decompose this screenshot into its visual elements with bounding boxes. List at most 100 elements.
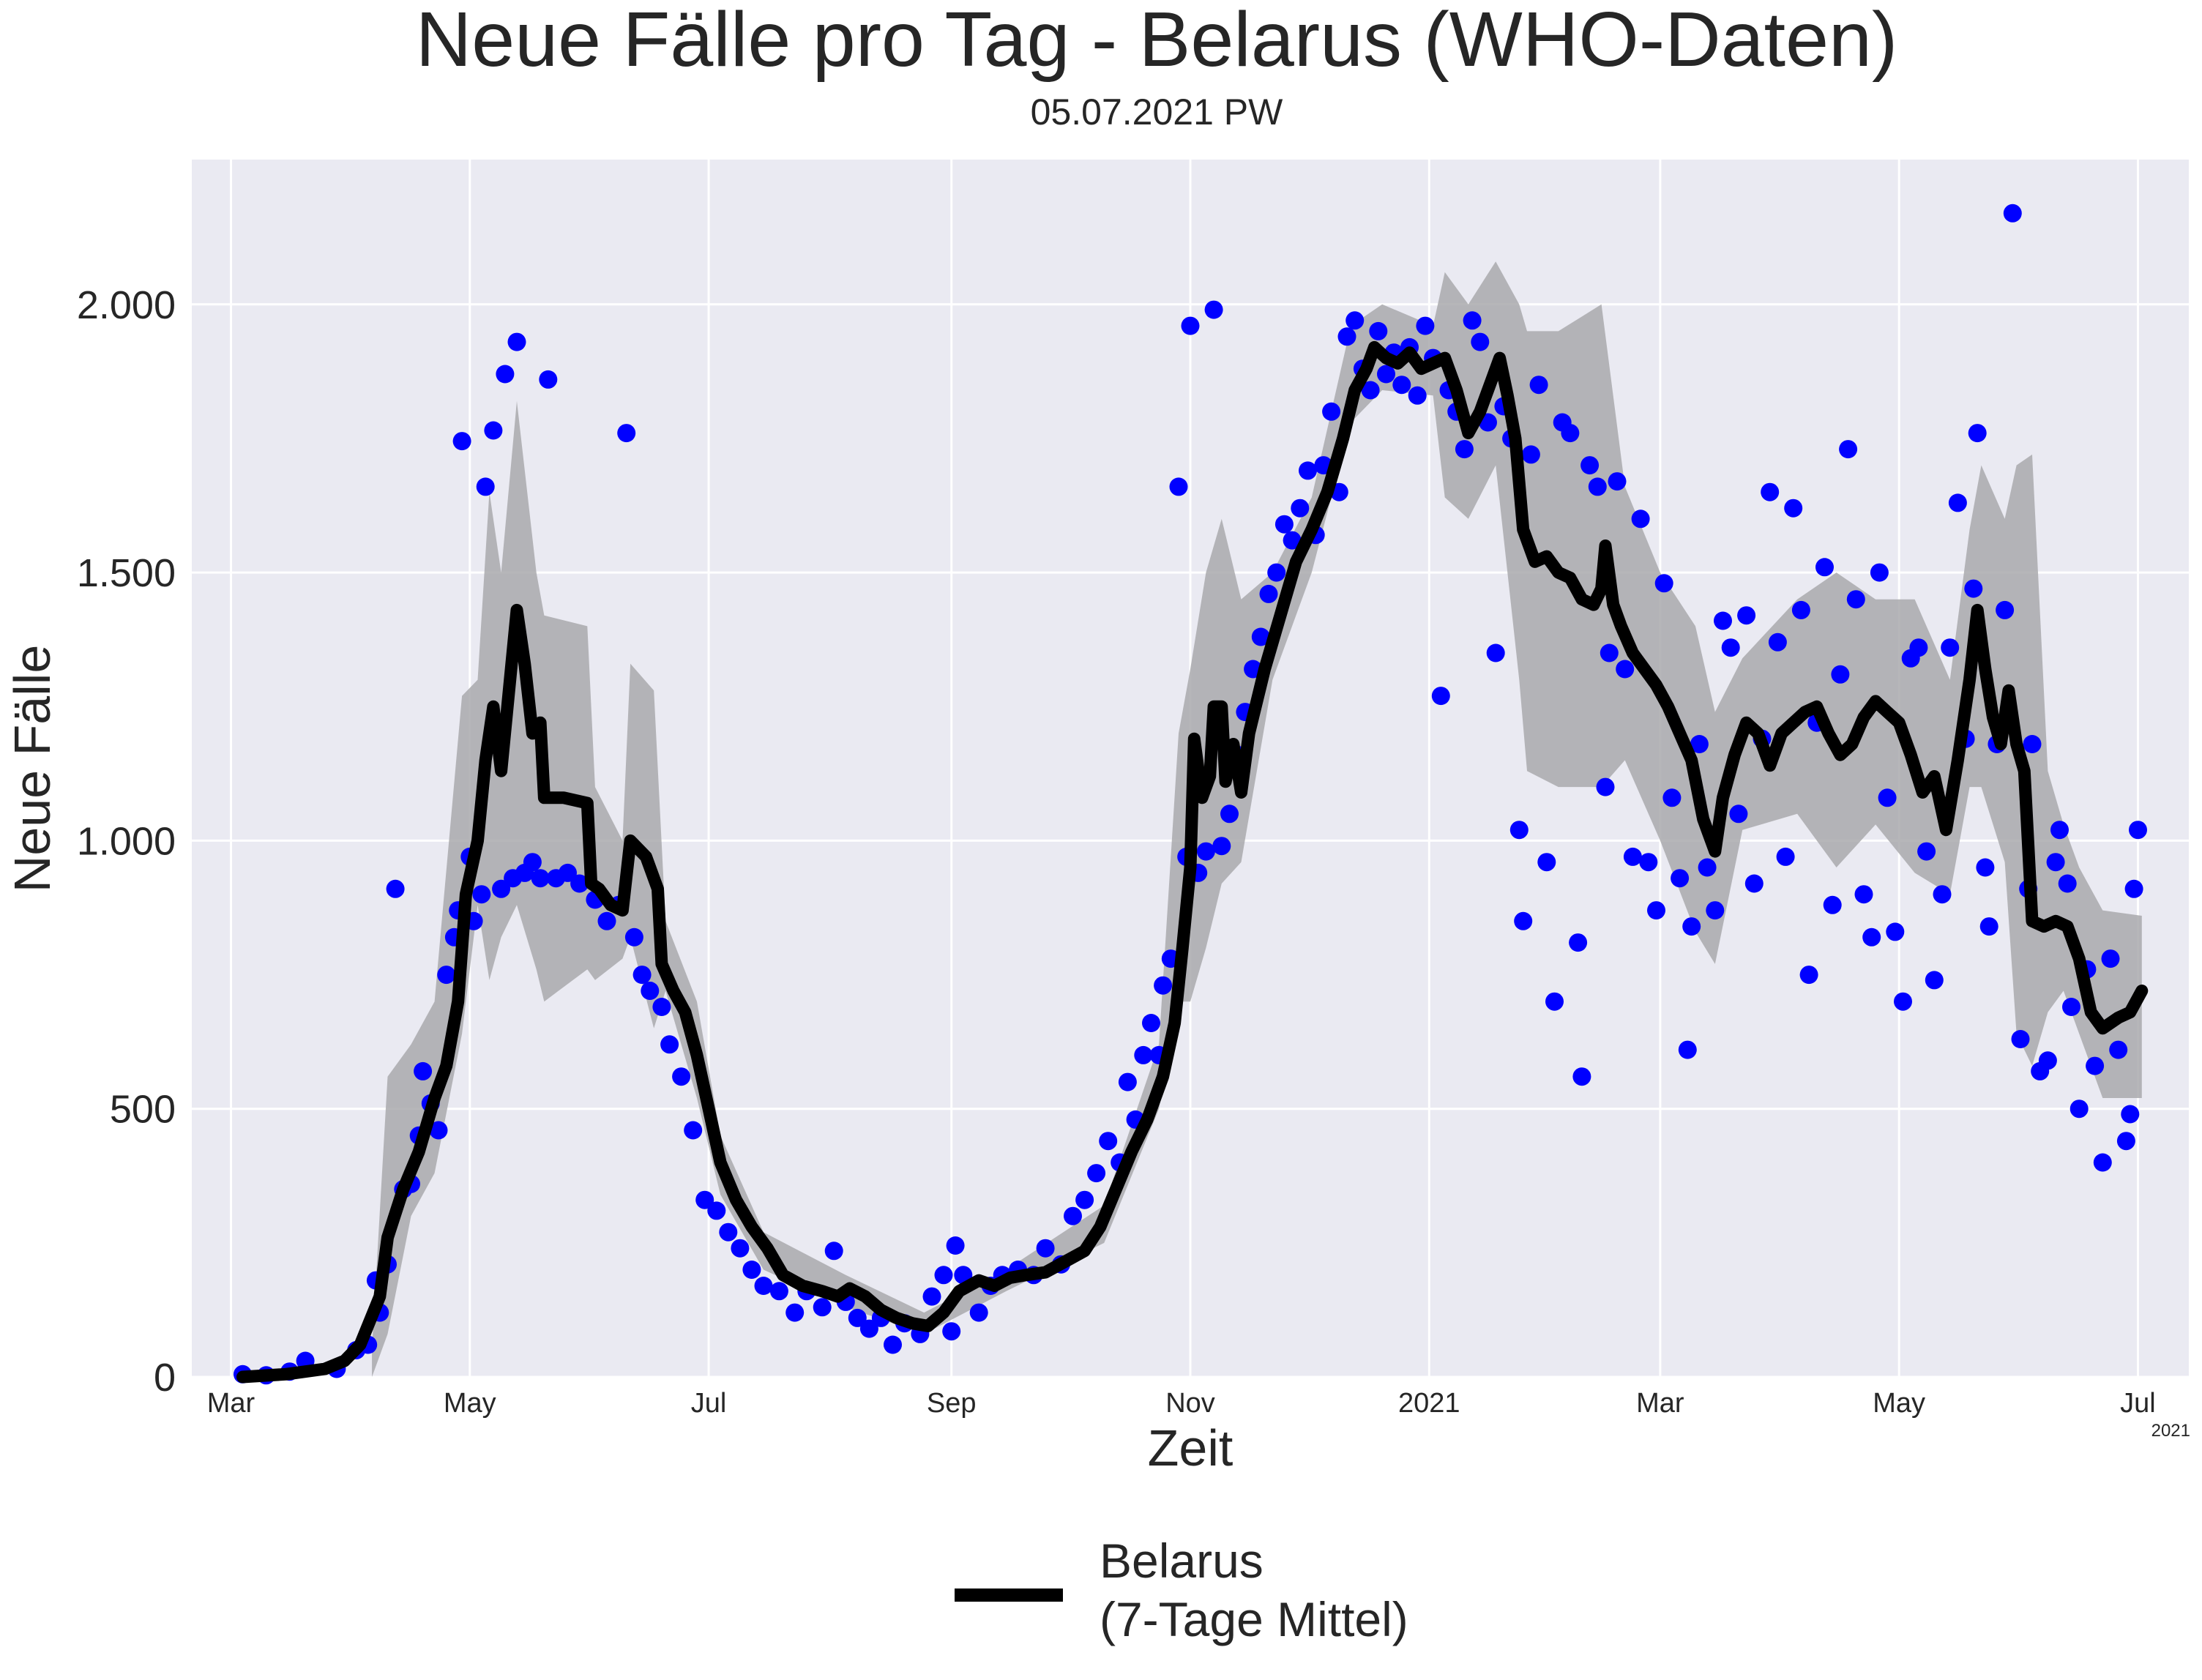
daily-case-point: [1729, 804, 1748, 824]
daily-case-point: [2116, 1132, 2135, 1151]
daily-case-point: [1846, 590, 1865, 609]
x-tick-label: 2021: [1398, 1388, 1460, 1419]
y-ticks: 0 500 1.000 1.500 2.000: [77, 283, 176, 1400]
daily-case-point: [484, 421, 503, 440]
seven-day-average-line: [236, 340, 2149, 1384]
daily-case-point: [1623, 847, 1642, 866]
daily-case-point: [2101, 949, 2120, 968]
x-tick-label: Jul: [2120, 1388, 2156, 1419]
daily-case-point: [684, 1121, 703, 1140]
daily-case-point: [2069, 1100, 2089, 1119]
daily-case-point: [1291, 499, 1310, 518]
daily-case-point: [769, 1282, 788, 1301]
daily-case-point: [884, 1335, 902, 1354]
daily-case-point: [1274, 515, 1294, 534]
daily-case-point: [1941, 638, 1960, 657]
daily-case-point: [731, 1239, 750, 1258]
daily-case-point: [1299, 461, 1317, 480]
daily-case-point: [1361, 381, 1380, 400]
daily-case-point: [1259, 584, 1278, 603]
daily-case-point: [559, 863, 577, 882]
daily-case-point: [1600, 643, 1619, 662]
daily-case-point: [1996, 600, 2015, 619]
daily-case-point: [1099, 1132, 1118, 1151]
daily-case-point: [1134, 1045, 1153, 1064]
daily-case-point: [1431, 687, 1450, 706]
y-tick-label: 0: [154, 1356, 176, 1400]
daily-case-point: [859, 1319, 878, 1338]
daily-case-point: [1251, 627, 1270, 646]
y-tick-label: 1.000: [77, 819, 176, 863]
daily-case-point: [1925, 971, 1944, 990]
daily-case-point: [1463, 311, 1482, 330]
daily-case-point: [492, 879, 511, 898]
daily-case-point: [1471, 332, 1490, 351]
daily-case-point: [617, 424, 636, 443]
daily-case-point: [742, 1261, 761, 1279]
daily-case-point: [1698, 858, 1717, 877]
x-tick-label: May: [1873, 1388, 1925, 1419]
daily-case-point: [1791, 600, 1810, 619]
daily-case-point: [1408, 386, 1427, 405]
daily-case-point: [1737, 606, 1756, 625]
daily-case-point: [652, 998, 671, 1016]
daily-case-point: [531, 869, 550, 888]
daily-case-point: [2093, 1153, 2112, 1172]
daily-case-point: [1346, 311, 1365, 330]
daily-case-point: [597, 911, 616, 930]
daily-case-point: [2129, 821, 2147, 840]
daily-case-point: [1596, 777, 1615, 796]
daily-case-point: [2109, 1040, 2128, 1059]
daily-case-point: [1514, 911, 1533, 930]
daily-case-point: [2121, 1105, 2140, 1124]
daily-case-point: [1647, 901, 1665, 920]
daily-case-point: [754, 1277, 773, 1295]
daily-case-point: [570, 874, 589, 893]
daily-case-point: [1204, 300, 1223, 319]
daily-case-point: [507, 332, 526, 351]
daily-case-point: [1744, 874, 1764, 893]
daily-case-point: [2046, 853, 2065, 872]
daily-case-point: [1322, 402, 1341, 421]
daily-case-point: [1369, 321, 1388, 340]
daily-case-point: [2023, 735, 2042, 753]
daily-case-point: [1486, 643, 1505, 662]
chart-title: Neue Fälle pro Tag - Belarus (WHO-Daten): [416, 0, 1898, 83]
daily-case-point: [1862, 927, 1881, 947]
daily-case-point: [785, 1303, 805, 1322]
daily-case-point: [969, 1303, 988, 1322]
daily-case-point: [1118, 1072, 1137, 1091]
daily-case-point: [1784, 499, 1803, 518]
daily-case-point: [1283, 531, 1302, 550]
daily-case-point: [719, 1222, 738, 1242]
daily-case-point: [824, 1242, 843, 1261]
daily-case-point: [539, 370, 558, 389]
daily-case-point: [2003, 204, 2022, 223]
y-axis-label: Neue Fälle: [4, 645, 61, 893]
daily-case-point: [1662, 788, 1682, 807]
daily-case-point: [1087, 1164, 1106, 1183]
daily-case-point: [1572, 1067, 1591, 1086]
daily-case-point: [946, 1236, 965, 1255]
legend: Belarus (7-Tage Mittel): [955, 1534, 1408, 1646]
daily-case-point: [2038, 1051, 2057, 1070]
daily-case-point: [1654, 574, 1673, 593]
x-tick-label: Mar: [1636, 1388, 1684, 1419]
daily-case-point: [472, 885, 491, 904]
daily-case-point: [1831, 665, 1850, 684]
daily-case-point: [1721, 638, 1740, 657]
x-tick-label: Sep: [927, 1388, 977, 1419]
daily-case-point: [437, 966, 456, 985]
x-offset-label: 2021: [2151, 1421, 2190, 1441]
daily-case-point: [1776, 847, 1795, 866]
daily-case-point: [1064, 1206, 1082, 1225]
x-tick-label: Nov: [1165, 1388, 1215, 1419]
daily-case-point: [496, 365, 515, 384]
daily-case-point: [2124, 879, 2143, 898]
daily-case-point: [2050, 821, 2069, 840]
daily-case-point: [1671, 869, 1690, 888]
daily-case-point: [942, 1322, 961, 1341]
daily-case-point: [1545, 992, 1564, 1011]
y-tick-label: 500: [110, 1088, 176, 1132]
